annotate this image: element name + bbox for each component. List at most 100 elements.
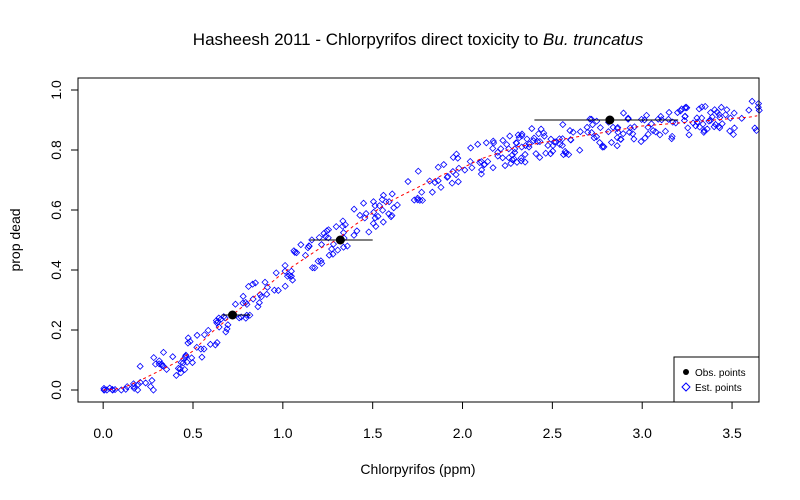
est-point — [684, 124, 692, 132]
fit-curve — [103, 115, 758, 391]
est-point — [350, 205, 358, 213]
est-point — [163, 365, 171, 373]
est-point — [193, 331, 201, 339]
est-point — [213, 339, 221, 347]
est-point — [332, 223, 340, 231]
obs-point — [605, 115, 615, 125]
est-point — [281, 282, 289, 290]
est-point — [489, 137, 497, 145]
est-point — [499, 136, 507, 145]
est-point — [183, 358, 191, 366]
est-point — [642, 111, 651, 119]
est-point — [722, 111, 730, 119]
x-tick-label: 1.0 — [273, 425, 293, 441]
est-point — [640, 116, 649, 124]
est-point — [505, 154, 513, 162]
est-point — [745, 106, 753, 114]
chart-title-italic: Bu. truncatus — [543, 30, 644, 49]
est-point — [452, 171, 460, 179]
est-point — [587, 115, 596, 123]
est-point — [235, 314, 243, 322]
est-point — [339, 243, 348, 251]
est-point — [703, 125, 711, 133]
est-point — [443, 173, 451, 181]
est-point — [359, 199, 368, 207]
est-point — [217, 315, 225, 323]
est-point — [505, 145, 513, 153]
est-point — [414, 196, 422, 204]
chart-title-main: Hasheesh 2011 - Chlorpyrifos direct toxi… — [193, 30, 543, 49]
est-point — [518, 130, 526, 138]
est-point — [489, 144, 497, 152]
x-tick-label: 0.5 — [183, 425, 203, 441]
est-point — [540, 132, 548, 140]
x-tick-label: 3.5 — [722, 425, 742, 441]
est-point — [283, 272, 292, 280]
est-point — [535, 130, 543, 138]
est-point — [244, 282, 253, 291]
est-point — [588, 129, 596, 137]
est-point — [224, 321, 232, 329]
x-tick-label: 1.5 — [363, 425, 383, 441]
y-axis-label: prop dead — [7, 208, 23, 271]
est-point — [525, 143, 533, 151]
est-point — [503, 140, 511, 149]
x-tick-label: 2.0 — [453, 425, 473, 441]
observed-points — [221, 115, 679, 320]
est-point — [508, 156, 516, 164]
est-point — [619, 130, 627, 138]
est-point — [393, 201, 401, 209]
est-point — [596, 138, 604, 147]
est-point — [698, 103, 706, 111]
y-tick-label: 0.6 — [48, 200, 64, 220]
est-point — [155, 357, 163, 365]
est-point — [699, 120, 707, 128]
est-point — [272, 269, 280, 277]
est-point — [517, 154, 525, 162]
est-point — [255, 299, 263, 307]
estimated-points — [100, 97, 763, 394]
est-point — [410, 196, 418, 204]
est-point — [710, 123, 718, 131]
est-point — [200, 331, 209, 339]
est-point — [455, 164, 463, 172]
est-point — [559, 135, 567, 143]
est-point — [353, 227, 361, 235]
est-point — [150, 354, 158, 362]
obs-point — [228, 310, 238, 320]
est-point — [242, 298, 250, 307]
est-point — [387, 213, 395, 221]
est-point — [613, 124, 621, 132]
est-point — [449, 167, 457, 176]
est-point — [370, 208, 378, 216]
est-point — [649, 126, 657, 135]
est-point — [528, 124, 536, 133]
est-point — [656, 131, 664, 139]
y-axis: 0.0 0.2 0.4 0.6 0.8 1.0 — [48, 80, 78, 400]
est-point — [172, 371, 180, 379]
est-point — [246, 311, 254, 319]
est-point — [718, 120, 726, 128]
est-point — [717, 103, 725, 111]
est-point — [239, 299, 247, 307]
est-point — [468, 164, 476, 172]
est-point — [204, 326, 212, 334]
est-point — [431, 178, 439, 187]
est-point — [672, 119, 680, 127]
est-point — [130, 384, 138, 392]
est-point — [321, 232, 330, 241]
est-point — [177, 369, 185, 377]
est-point — [197, 345, 205, 353]
est-point — [237, 313, 245, 321]
est-point — [544, 141, 552, 150]
est-point — [726, 127, 734, 135]
est-point — [665, 108, 673, 117]
est-point — [609, 123, 617, 131]
est-point — [379, 218, 387, 226]
est-point — [142, 379, 150, 387]
est-point — [136, 362, 144, 370]
est-point — [372, 222, 380, 230]
est-point — [339, 217, 347, 225]
est-point — [506, 132, 514, 140]
est-point — [220, 313, 228, 321]
